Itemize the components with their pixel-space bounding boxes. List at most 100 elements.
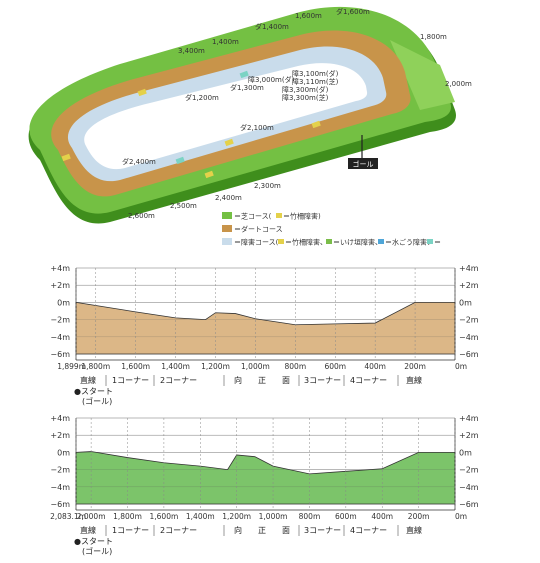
x-tick-label: 1,800m xyxy=(81,362,110,371)
dirt-elevation-chart: +4m +4m +2m +2m 0m 0m −2m −2m −4m −4m −6m −6m 1,899m… xyxy=(50,264,479,406)
y-tick-label-right: −4m xyxy=(459,333,479,342)
legend-fence-icon xyxy=(278,239,284,244)
infield xyxy=(84,63,368,170)
y-tick-label-left: −2m xyxy=(50,466,70,475)
section-label: 面 xyxy=(282,376,290,385)
obstacle-icon xyxy=(137,88,147,97)
legend-hedge-icon xyxy=(326,239,332,244)
y-tick-label-right: −6m xyxy=(459,500,479,509)
x-tick-label: 1,899m xyxy=(57,362,86,371)
legend-combo-icon xyxy=(427,239,433,244)
course-distance-label: 2,500m xyxy=(170,202,197,210)
x-tick-label: 2,000m xyxy=(77,512,106,521)
section-label: 4コーナー xyxy=(350,376,387,385)
section-label: 直線 xyxy=(80,525,96,535)
obstacle-icon xyxy=(61,153,71,162)
x-tick-label: 800m xyxy=(285,362,307,371)
section-label: 直線 xyxy=(80,375,96,385)
x-tick-label: 600m xyxy=(335,512,357,521)
y-tick-label-left: −6m xyxy=(50,500,70,509)
track-map: ゴール 1,600m ダ1,600m ダ1,400m 1,400m 3,400m 1,80… xyxy=(28,6,472,247)
section-label: 2コーナー xyxy=(160,526,197,535)
legend-jump-b: ＝いけ垣障害、 xyxy=(333,238,382,247)
legend-jump-label: ＝障害コース( xyxy=(234,238,279,247)
y-tick-label-right: −6m xyxy=(459,350,479,359)
legend-turf-note: ＝竹柵障害) xyxy=(283,212,321,221)
y-tick-label-right: +2m xyxy=(459,281,479,290)
y-tick-label-right: 0m xyxy=(459,298,472,307)
legend: ＝芝コース( ＝竹柵障害) ＝ダートコース ＝障害コース( ＝竹柵障害、 ＝いけ… xyxy=(222,212,441,247)
y-tick-label-left: +4m xyxy=(50,414,70,423)
x-tick-label: 2,083.1m xyxy=(50,512,86,521)
y-tick-label-right: +4m xyxy=(459,414,479,423)
y-tick-label-left: +2m xyxy=(50,431,70,440)
y-tick-label-left: −4m xyxy=(50,333,70,342)
section-label: 4コーナー xyxy=(350,526,387,535)
turf-chute xyxy=(390,40,455,110)
y-tick-label-right: −2m xyxy=(459,316,479,325)
y-tick-label-right: −2m xyxy=(459,466,479,475)
obstacle-icon xyxy=(204,170,214,179)
y-tick-label-left: 0m xyxy=(57,298,70,307)
x-tick-label: 0m xyxy=(455,512,467,521)
course-distance-label: ダ1,200m xyxy=(185,93,219,102)
course-distance-label: 障3,000m(ダ) xyxy=(248,75,295,84)
course-distance-label: 障3,300m(ダ) xyxy=(282,85,329,94)
x-tick-label: 400m xyxy=(371,512,393,521)
section-label: 1コーナー xyxy=(112,526,149,535)
section-label: 向 xyxy=(234,375,242,385)
section-label: 向 xyxy=(234,525,242,535)
section-label: 正 xyxy=(258,376,266,385)
course-distance-label: 2,300m xyxy=(254,182,281,190)
obstacle-icon xyxy=(175,156,185,165)
y-tick-label-right: +4m xyxy=(459,264,479,273)
course-distance-label: ダ2,400m xyxy=(122,157,156,166)
legend-jump-c: ＝水ごう障害、 xyxy=(385,238,434,247)
course-distance-label: 1,400m xyxy=(212,38,239,46)
x-tick-label: 800m xyxy=(299,512,321,521)
legend-dirt-label: ＝ダートコース xyxy=(234,225,283,234)
x-tick-label: 0m xyxy=(455,362,467,371)
x-tick-label: 200m xyxy=(404,362,426,371)
course-distance-label: ダ1,600m xyxy=(336,7,370,16)
legend-jump-swatch xyxy=(222,238,232,245)
section-label: 3コーナー xyxy=(304,376,341,385)
course-distance-label: 1,800m xyxy=(420,33,447,41)
elevation-area xyxy=(75,451,456,505)
course-distance-label: 1,600m xyxy=(295,12,322,20)
x-tick-label: 1,600m xyxy=(150,512,179,521)
y-tick-label-right: +2m xyxy=(459,431,479,440)
course-distance-label: 障3,300m(芝) xyxy=(282,93,329,102)
goal-label-box xyxy=(348,158,378,169)
x-tick-label: 1,400m xyxy=(161,362,190,371)
section-label: 直線 xyxy=(406,375,422,385)
course-distance-label: ダ1,300m xyxy=(230,83,264,92)
legend-fence-icon xyxy=(276,213,282,218)
x-tick-label: 1,400m xyxy=(186,512,215,521)
legend-turf-swatch xyxy=(222,212,232,219)
x-tick-label: 600m xyxy=(324,362,346,371)
x-tick-label: 200m xyxy=(408,512,430,521)
section-label: 2コーナー xyxy=(160,376,197,385)
legend-water-icon xyxy=(378,239,384,244)
course-distance-label: ダ2,100m xyxy=(240,123,274,132)
legend-jump-a: ＝竹柵障害、 xyxy=(285,238,327,247)
turf-elevation-chart: +4m +4m +2m +2m 0m 0m −2m −2m −4m −4m −6m −6m 2,083.… xyxy=(50,414,479,556)
start-goal-note: (ゴール) xyxy=(82,546,112,556)
y-tick-label-left: −2m xyxy=(50,316,70,325)
legend-turf-label: ＝芝コース( xyxy=(234,212,272,221)
y-tick-label-left: 0m xyxy=(57,448,70,457)
course-distance-label: ダ1,400m xyxy=(255,22,289,31)
y-tick-label-right: −4m xyxy=(459,483,479,492)
course-distance-label: 3,400m xyxy=(178,47,205,55)
course-distance-label: 障3,100m(ダ) xyxy=(292,69,339,78)
obstacle-icon xyxy=(239,70,249,79)
section-label: 1コーナー xyxy=(112,376,149,385)
y-tick-label-right: 0m xyxy=(459,448,472,457)
obstacle-icon xyxy=(224,138,234,147)
elevation-area xyxy=(75,301,456,355)
start-label: ●スタート xyxy=(74,537,113,546)
y-tick-label-left: +4m xyxy=(50,264,70,273)
legend-jump-d: ＝ xyxy=(434,239,441,247)
x-tick-label: 400m xyxy=(364,362,386,371)
